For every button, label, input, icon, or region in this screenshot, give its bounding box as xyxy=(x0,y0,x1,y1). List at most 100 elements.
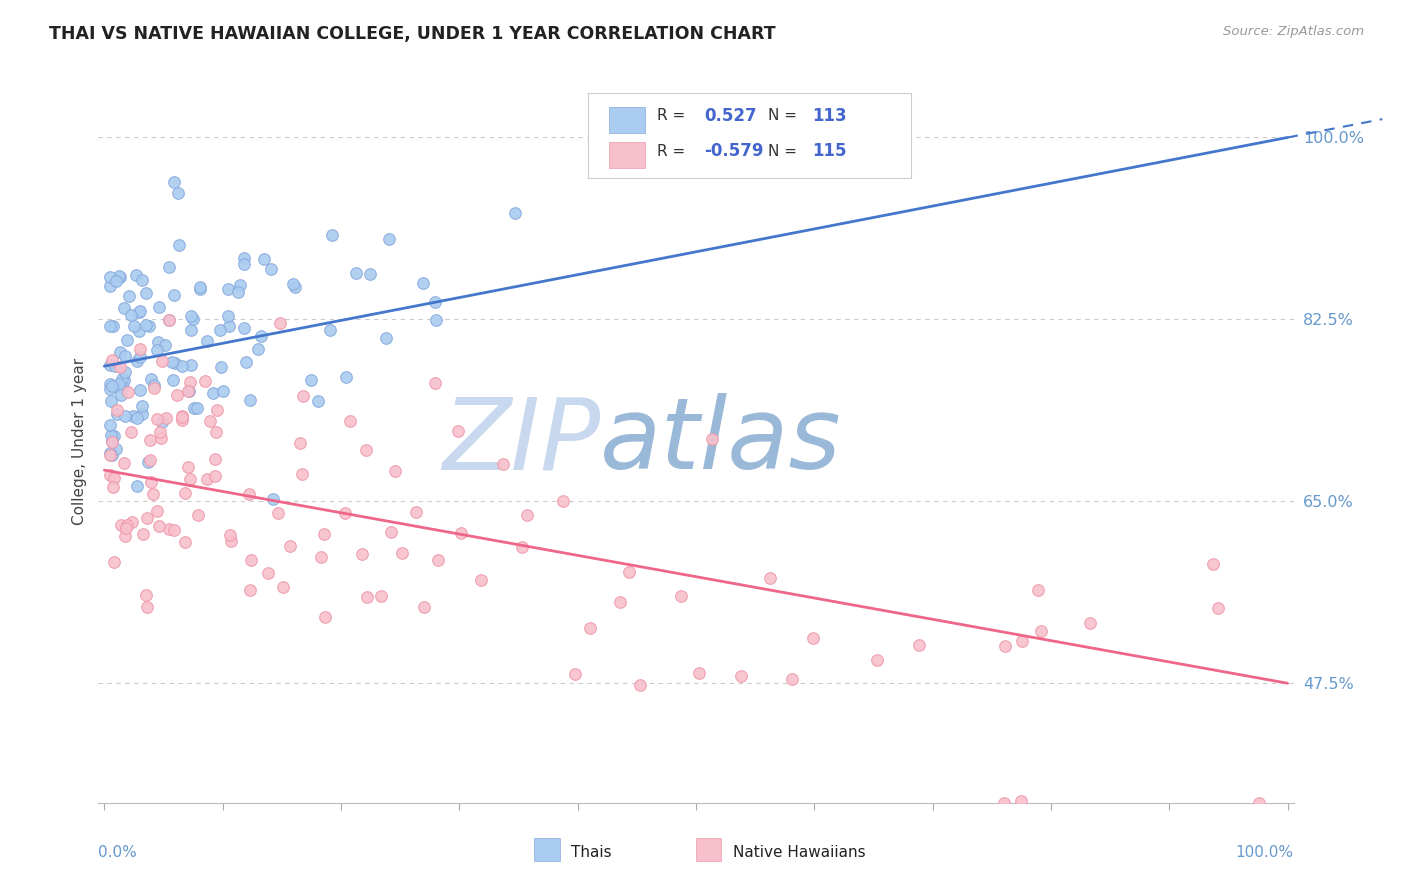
Point xyxy=(98,418,121,433)
Point xyxy=(114,529,136,543)
Point xyxy=(281,277,304,291)
Text: Native Hawaiians: Native Hawaiians xyxy=(733,846,865,860)
Point xyxy=(269,316,291,330)
Point xyxy=(129,350,152,364)
Point xyxy=(107,376,129,391)
Point xyxy=(190,282,212,296)
Point xyxy=(578,621,600,635)
Point xyxy=(177,384,200,398)
Point xyxy=(117,384,139,399)
Point xyxy=(101,379,124,393)
Text: 100.0%: 100.0% xyxy=(1236,846,1294,860)
Point xyxy=(359,268,381,282)
Point xyxy=(194,374,217,388)
Point xyxy=(307,394,329,409)
Point xyxy=(121,515,143,529)
Point xyxy=(235,354,257,368)
Text: -0.579: -0.579 xyxy=(704,142,763,160)
Point xyxy=(1011,634,1033,648)
Point xyxy=(103,555,125,569)
Point xyxy=(249,329,271,343)
Point xyxy=(405,505,427,519)
Point xyxy=(209,359,232,374)
Point xyxy=(100,435,122,450)
Point xyxy=(339,414,361,428)
Point xyxy=(1201,557,1223,571)
Text: R =: R = xyxy=(657,109,685,123)
Point xyxy=(128,304,150,318)
Point xyxy=(312,527,335,541)
Point xyxy=(782,672,804,686)
Point xyxy=(291,467,314,482)
Point xyxy=(226,285,249,299)
Point xyxy=(865,653,887,667)
Point xyxy=(112,456,135,470)
Point xyxy=(553,494,575,508)
Point xyxy=(146,504,169,518)
Point xyxy=(112,301,135,315)
Point xyxy=(125,354,148,368)
Text: 0.0%: 0.0% xyxy=(98,846,138,860)
Point xyxy=(229,278,252,293)
Point xyxy=(103,429,125,443)
Point xyxy=(115,517,138,532)
Point xyxy=(135,318,157,333)
Point xyxy=(412,277,434,291)
Point xyxy=(172,413,194,427)
Point xyxy=(157,313,180,327)
Point xyxy=(128,383,150,397)
Point xyxy=(146,343,169,358)
Point xyxy=(425,313,447,327)
Point xyxy=(1026,583,1049,598)
Point xyxy=(187,508,209,522)
Point xyxy=(135,511,157,525)
Point xyxy=(378,232,401,246)
Point xyxy=(239,582,262,597)
Point xyxy=(112,374,135,388)
Point xyxy=(1010,794,1032,808)
Point xyxy=(217,309,239,323)
Text: R =: R = xyxy=(657,144,685,159)
Point xyxy=(333,506,356,520)
Point xyxy=(121,308,143,322)
Point xyxy=(321,228,343,243)
Point xyxy=(344,266,367,280)
Point xyxy=(209,323,232,337)
Point xyxy=(114,409,136,424)
Point xyxy=(994,640,1017,654)
Point xyxy=(180,323,202,337)
Point xyxy=(139,433,162,447)
Point xyxy=(98,446,121,460)
Point xyxy=(384,465,406,479)
Point xyxy=(138,453,160,467)
Point xyxy=(167,238,190,252)
Point xyxy=(288,435,311,450)
Point xyxy=(100,434,122,448)
Point xyxy=(292,389,315,403)
Point xyxy=(239,392,262,407)
Point xyxy=(131,273,153,287)
Point xyxy=(172,359,194,373)
Text: THAI VS NATIVE HAWAIIAN COLLEGE, UNDER 1 YEAR CORRELATION CHART: THAI VS NATIVE HAWAIIAN COLLEGE, UNDER 1… xyxy=(49,25,776,43)
Point xyxy=(143,377,166,392)
Point xyxy=(124,268,146,282)
Point xyxy=(257,566,280,580)
Point xyxy=(114,521,136,535)
Point xyxy=(374,331,396,345)
Point xyxy=(183,401,205,415)
Point xyxy=(112,380,135,394)
Point xyxy=(180,359,202,373)
Point xyxy=(219,527,242,541)
Point xyxy=(163,288,186,302)
Text: N =: N = xyxy=(768,144,797,159)
Point xyxy=(1078,615,1101,630)
Point xyxy=(124,318,146,333)
Point xyxy=(516,508,538,523)
Point xyxy=(146,335,169,350)
Point xyxy=(204,452,226,467)
Text: ZIP: ZIP xyxy=(441,393,600,490)
Point xyxy=(143,381,166,395)
Point xyxy=(163,356,186,370)
Point xyxy=(157,313,180,327)
Point xyxy=(271,580,294,594)
